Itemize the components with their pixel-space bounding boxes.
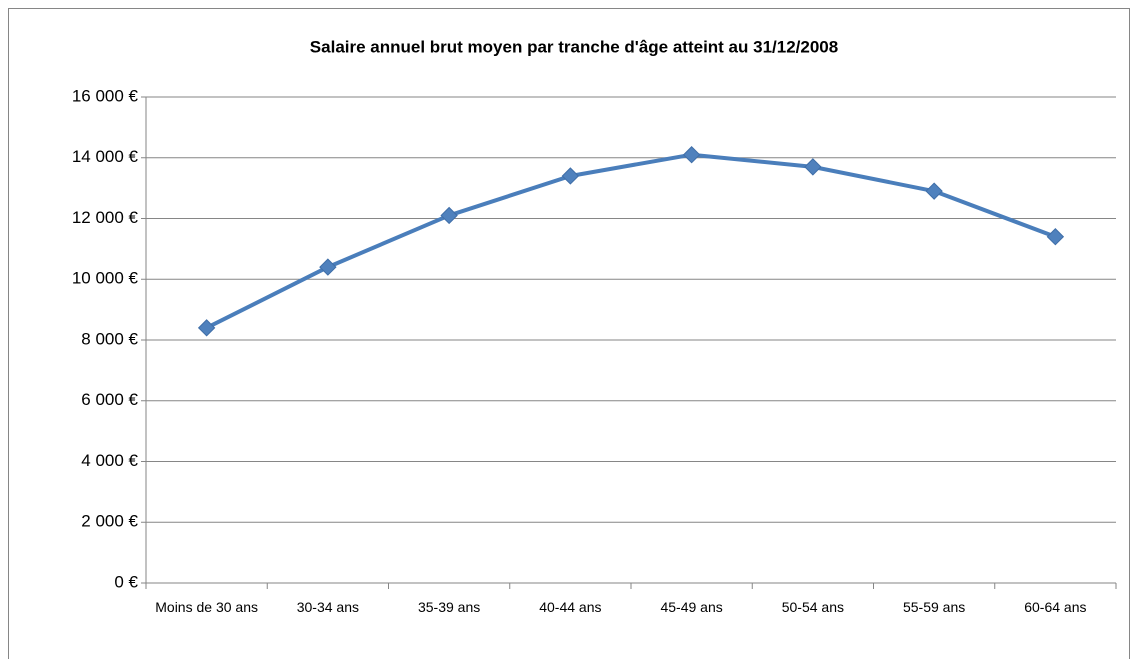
y-tick-label: 8 000 € [81, 329, 138, 348]
x-tick-label: 60-64 ans [1024, 599, 1087, 615]
y-tick-label: 12 000 € [72, 208, 139, 227]
y-tick-label: 2 000 € [81, 512, 138, 531]
y-tick-label: 14 000 € [72, 147, 139, 166]
data-point [804, 158, 822, 176]
x-tick-label: 55-59 ans [902, 599, 966, 615]
data-point [561, 167, 580, 185]
data-point [682, 146, 701, 164]
y-tick-label: 6 000 € [81, 390, 138, 409]
data-point [1046, 228, 1065, 246]
data-point [319, 258, 337, 276]
y-tick-label: 16 000 € [72, 86, 139, 105]
x-tick-label: 30-34 ans [296, 599, 360, 615]
x-tick-label: Moins de 30 ans [155, 599, 258, 615]
x-tick-label: 45-49 ans [660, 599, 723, 615]
y-tick-label: 10 000 € [72, 269, 139, 288]
data-point [925, 182, 943, 200]
chart-frame [8, 8, 1130, 659]
data-point [440, 206, 458, 225]
data-line [205, 152, 1057, 330]
y-tick-label: 0 € [114, 572, 138, 591]
data-point [197, 319, 216, 337]
x-tick-label: 35-39 ans [417, 599, 481, 615]
x-tick-label: 40-44 ans [539, 599, 602, 615]
y-tick-label: 4 000 € [81, 451, 138, 470]
x-tick-label: 50-54 ans [781, 599, 845, 615]
chart-title: Salaire annuel brut moyen par tranche d'… [310, 37, 838, 56]
